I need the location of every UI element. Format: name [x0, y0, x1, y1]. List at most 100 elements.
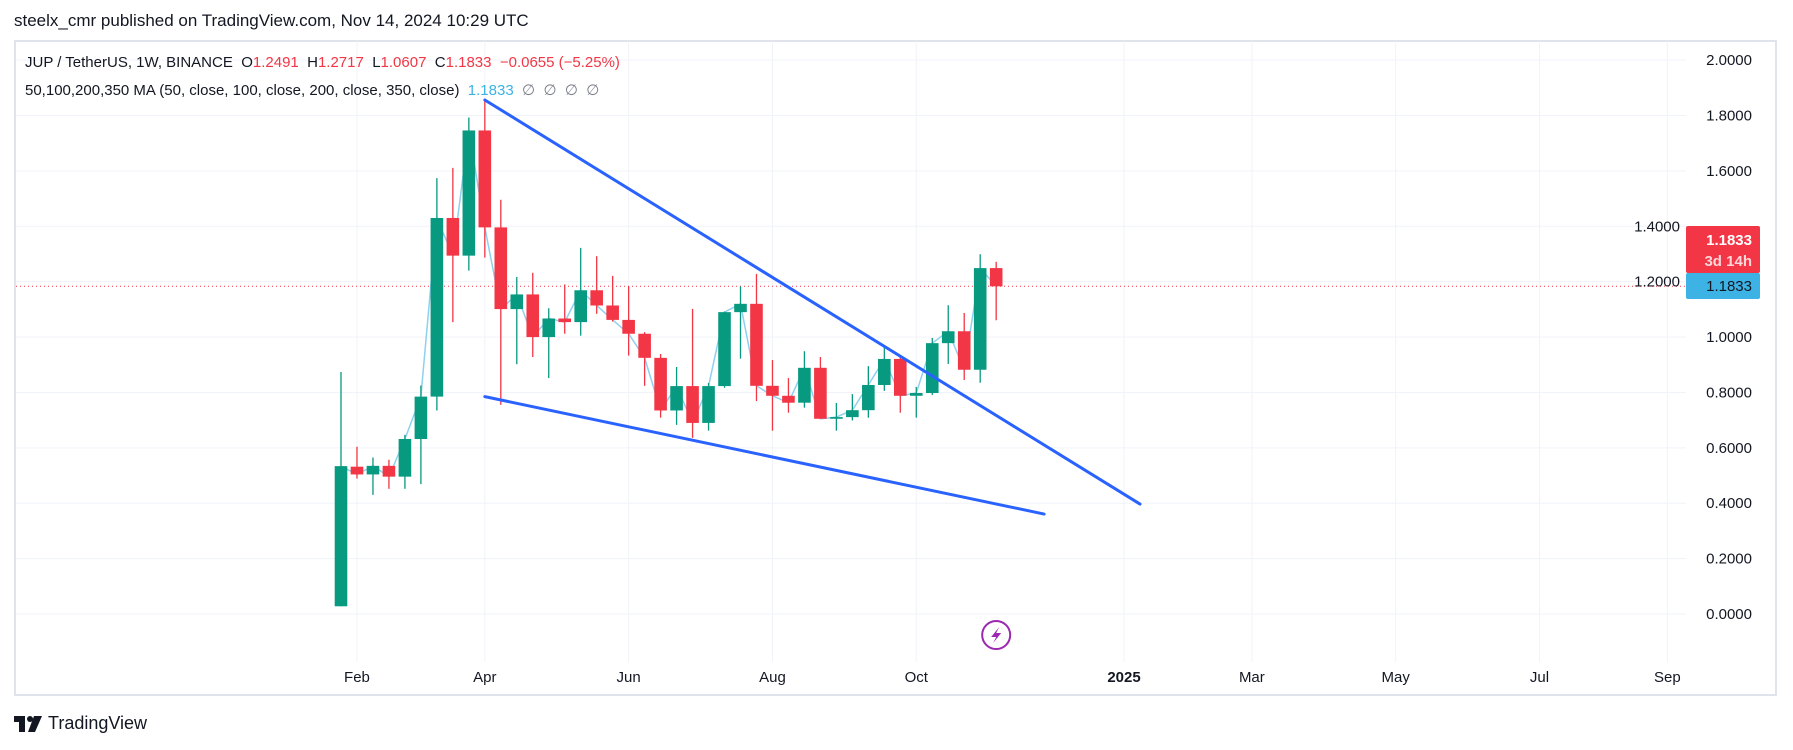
- candle-body: [398, 438, 412, 477]
- candle-down: [478, 99, 492, 258]
- price-tick-label: 1.2000: [1634, 274, 1680, 291]
- price-tick-label: 0.0000: [1706, 606, 1752, 623]
- candle-down: [446, 167, 460, 323]
- candle-body: [846, 410, 859, 418]
- candle-body: [782, 395, 795, 403]
- ma-title[interactable]: 50,100,200,350 MA (50, close, 100, close…: [25, 82, 460, 99]
- candle-up: [670, 366, 683, 425]
- candles: [334, 99, 1003, 607]
- open-label: O: [241, 54, 253, 71]
- time-tick-label: 2025: [1107, 669, 1140, 686]
- tradingview-logo-text: TradingView: [48, 713, 148, 733]
- candle-body: [494, 227, 508, 310]
- price-axis: 0.0000 0.2000 0.4000 0.6000 0.8000 1.0000 1.20…: [1634, 52, 1752, 623]
- candle-up: [925, 337, 939, 395]
- time-tick-label: Feb: [344, 669, 370, 686]
- candle-body: [654, 357, 667, 411]
- price-tick-label: 0.4000: [1706, 495, 1752, 512]
- candle-down: [750, 273, 763, 402]
- candle-body: [558, 318, 572, 323]
- ma-empty-1: ∅: [522, 82, 536, 99]
- price-tick-label: 1.8000: [1706, 108, 1752, 125]
- time-tick-label: Jun: [617, 669, 641, 686]
- candle-down: [350, 446, 364, 479]
- candle-body: [814, 367, 827, 419]
- ma-empty-4: ∅: [586, 82, 600, 99]
- candle-up: [830, 402, 843, 431]
- candle-down: [606, 275, 619, 322]
- candle-body: [941, 331, 955, 344]
- candle-down: [989, 261, 1003, 321]
- time-tick-label: May: [1382, 669, 1411, 686]
- candle-body: [894, 358, 907, 396]
- price-tick-label: 2.0000: [1706, 52, 1752, 69]
- candle-up: [574, 247, 587, 336]
- candle-up: [973, 254, 987, 383]
- symbol-title[interactable]: JUP / TetherUS, 1W, BINANCE: [25, 54, 233, 71]
- candle-body: [382, 465, 396, 477]
- high-value: 1.2717: [317, 54, 364, 71]
- candle-down: [622, 286, 635, 356]
- time-tick-label: Jul: [1530, 669, 1549, 686]
- candle-down: [494, 199, 508, 405]
- tradingview-logo-icon: [14, 715, 42, 732]
- publisher-line: steelx_cmr published on TradingView.com,…: [14, 11, 529, 30]
- candle-up: [846, 394, 859, 421]
- candle-up: [462, 117, 476, 271]
- time-tick-label: Sep: [1654, 669, 1681, 686]
- candle-up: [510, 276, 524, 365]
- candle-up: [798, 351, 811, 408]
- high-label: H: [307, 54, 318, 71]
- price-tick-label: 1.6000: [1706, 163, 1752, 180]
- price-badge: 1.1833 3d 14h: [1686, 226, 1760, 273]
- grid: [16, 41, 1686, 662]
- candle-up: [334, 371, 348, 607]
- candle-down: [558, 284, 572, 334]
- candle-body: [830, 417, 843, 419]
- candle-body: [366, 465, 380, 475]
- candle-up: [430, 178, 444, 411]
- price-tick-label: 0.2000: [1706, 551, 1752, 568]
- candle-up: [366, 457, 380, 495]
- candle-down: [957, 312, 971, 380]
- candle-down: [894, 357, 907, 413]
- candle-up: [734, 286, 747, 359]
- ma-badge-bg: [1686, 273, 1760, 299]
- candle-body: [542, 318, 556, 338]
- candle-body: [622, 319, 635, 334]
- open-value: 1.2491: [252, 54, 299, 71]
- candle-body: [989, 268, 1003, 287]
- ma-empty-3: ∅: [564, 82, 578, 99]
- candle-body: [957, 331, 971, 370]
- candle-body: [973, 268, 987, 370]
- candle-body: [734, 303, 747, 313]
- symbol-legend[interactable]: JUP / TetherUS, 1W, BINANCE O1.2491 H1.2…: [25, 54, 620, 71]
- candle-body: [526, 294, 540, 338]
- ma-legend[interactable]: 50,100,200,350 MA (50, close, 100, close…: [25, 81, 599, 99]
- event-marker[interactable]: [981, 620, 1012, 650]
- lower-trendline[interactable]: [483, 395, 1046, 516]
- trendlines: [483, 98, 1142, 516]
- upper-trendline[interactable]: [483, 98, 1142, 506]
- candle-body: [878, 358, 891, 385]
- ma-value: 1.1833: [467, 82, 514, 99]
- candle-body: [638, 333, 651, 358]
- price-tick-label: 1.0000: [1706, 329, 1752, 346]
- candle-up: [718, 311, 731, 388]
- candle-down: [766, 360, 779, 431]
- candle-up: [414, 385, 428, 485]
- close-label: C: [434, 54, 446, 71]
- candle-up: [398, 434, 412, 489]
- candle-body: [606, 305, 619, 320]
- candle-body: [414, 396, 428, 439]
- tradingview-logo[interactable]: TradingView: [14, 713, 147, 734]
- candle-down: [526, 272, 540, 358]
- candle-down: [782, 378, 795, 413]
- lightning-icon[interactable]: [991, 627, 1002, 643]
- candle-body: [462, 130, 476, 256]
- candle-body: [718, 312, 731, 387]
- close-value: 1.1833: [445, 54, 492, 71]
- candle-body: [430, 217, 444, 397]
- candle-body: [478, 130, 492, 228]
